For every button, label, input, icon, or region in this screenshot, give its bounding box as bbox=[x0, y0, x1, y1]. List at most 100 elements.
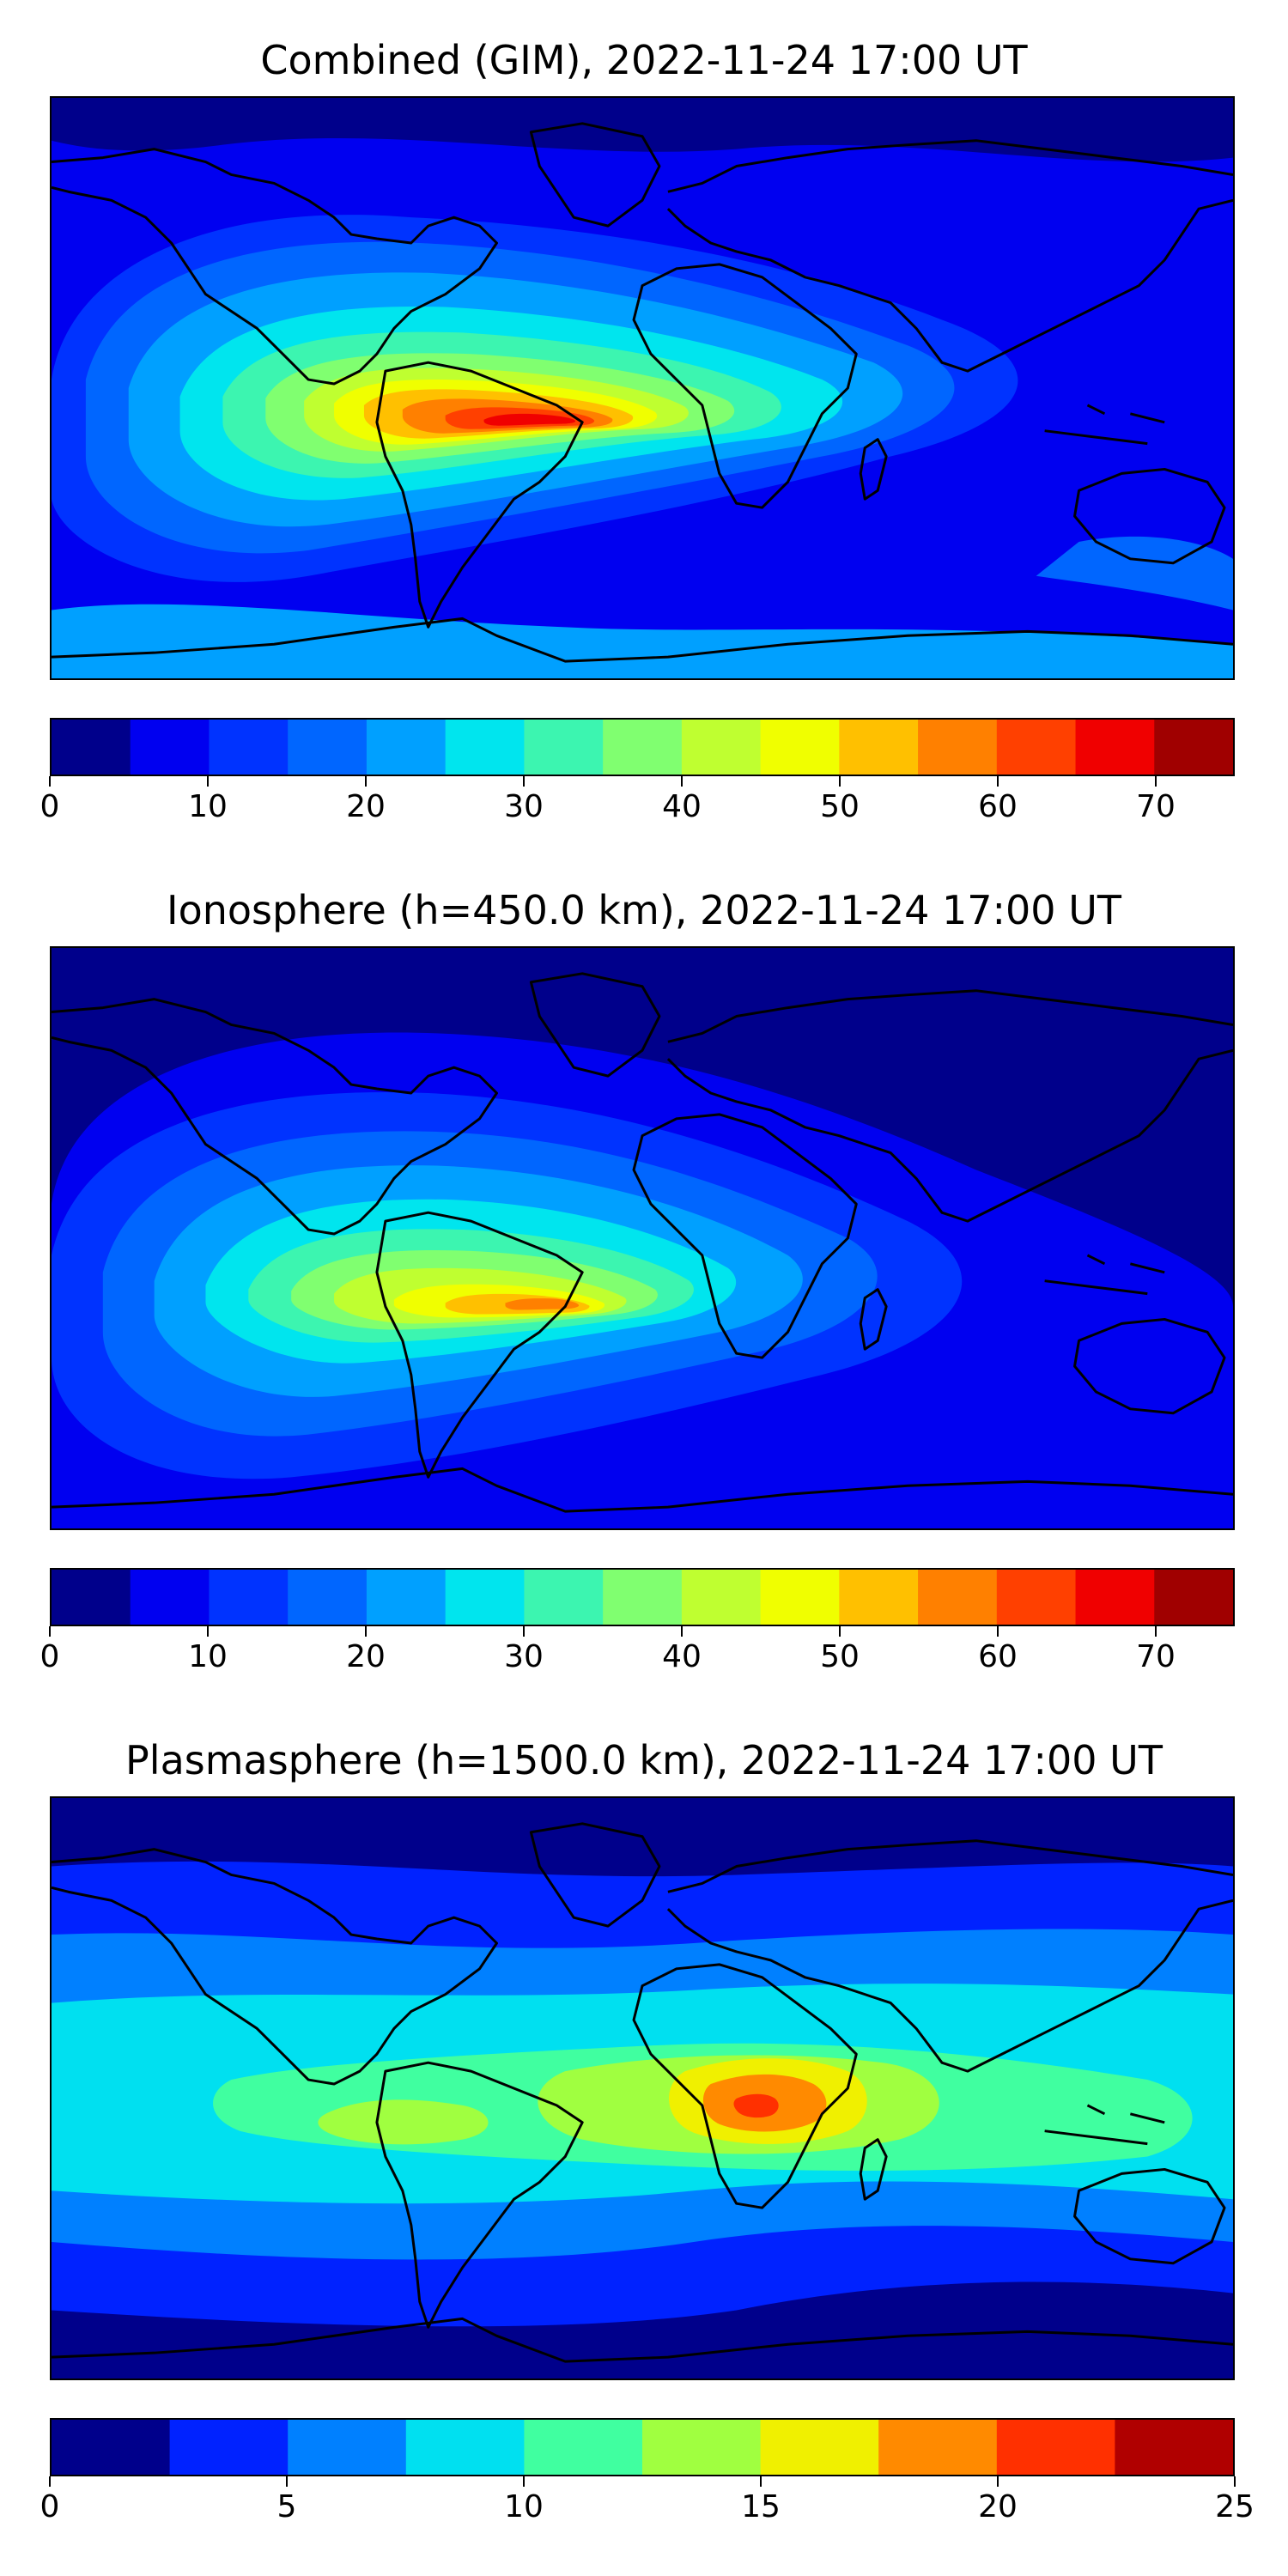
panel-1-colorbar-tick-mark bbox=[997, 776, 999, 787]
panel-2-title: Ionosphere (h=450.0 km), 2022-11-24 17:0… bbox=[167, 887, 1121, 933]
panel-3-coastlines bbox=[52, 1822, 1233, 2363]
panel-2-colorbar-segment bbox=[839, 1570, 919, 1625]
panel-1-map bbox=[50, 96, 1235, 680]
panel-1-madagascar-coast bbox=[859, 438, 888, 501]
panel-3-contours bbox=[52, 1798, 1233, 2379]
panel-2-colorbar-segment bbox=[366, 1570, 447, 1625]
panel-3-colorbar-segment bbox=[405, 2420, 525, 2475]
panel-2-colorbar-tick-label: 50 bbox=[820, 1639, 860, 1674]
panel-1-indonesia-coast bbox=[1044, 404, 1165, 446]
panel-2-colorbar-tick-mark bbox=[681, 1626, 683, 1637]
panel-2-colorbar-segment bbox=[524, 1570, 604, 1625]
panel-1-colorbar-segment bbox=[1075, 720, 1155, 775]
panel-1-colorbar-tick-label: 30 bbox=[504, 789, 544, 824]
panel-1-colorbar-segment bbox=[681, 720, 762, 775]
panel-1-colorbar-segment bbox=[839, 720, 919, 775]
panel-1-antarctic-band bbox=[52, 604, 1233, 678]
panel-1-south-america-coast bbox=[375, 361, 584, 629]
panel-2-colorbar-segment bbox=[1075, 1570, 1155, 1625]
panel-1-title: Combined (GIM), 2022-11-24 17:00 UT bbox=[260, 37, 1028, 83]
panel-2-colorbar-tick-mark bbox=[523, 1626, 525, 1637]
panel-3-colorbar-tick-label: 10 bbox=[504, 2489, 544, 2524]
panel-1-colorbar-segment bbox=[918, 720, 998, 775]
panel-2-australia-coast bbox=[1073, 1317, 1226, 1415]
panel-1-colorbar-ticks: 0 10 20 30 40 50 60 70 bbox=[40, 776, 1235, 828]
panel-1-colorbar-tick-label: 20 bbox=[346, 789, 386, 824]
panel-2-colorbar-segment bbox=[996, 1570, 1077, 1625]
panel-2-colorbar-tick-mark bbox=[207, 1626, 209, 1637]
panel-1-colorbar-tick-mark bbox=[523, 776, 525, 787]
panel-2-colorbar-segment bbox=[288, 1570, 368, 1625]
panel-3-colorbar bbox=[50, 2418, 1235, 2476]
panel-3-north-america-coast bbox=[52, 1848, 498, 2086]
panel-1-colorbar-tick-label: 50 bbox=[820, 789, 860, 824]
panel-2-colorbar-segment bbox=[603, 1570, 683, 1625]
panel-2-band-55 bbox=[505, 1298, 580, 1310]
panel-1-colorbar-tick-mark bbox=[839, 776, 841, 787]
panel-3-colorbar-tick-mark bbox=[286, 2476, 288, 2487]
panel-1-colorbar-tick-mark bbox=[681, 776, 683, 787]
panel-3-colorbar-tick-label: 25 bbox=[1215, 2489, 1255, 2524]
panel-3-colorbar-segment bbox=[760, 2420, 879, 2475]
panel-3-antarctica-coast bbox=[52, 2317, 1233, 2363]
panel-2-colorbar-tick-label: 10 bbox=[188, 1639, 228, 1674]
panel-1-colorbar-segment bbox=[996, 720, 1077, 775]
panel-1-colorbar-svg bbox=[52, 720, 1233, 775]
panel-3-colorbar-tick-label: 0 bbox=[39, 2489, 60, 2524]
panel-1-south-low bbox=[1036, 536, 1233, 611]
panel-2-greenland-coast bbox=[529, 972, 661, 1078]
panel-3-indonesia-coast bbox=[1044, 2104, 1165, 2146]
panel-2-colorbar-tick-mark bbox=[1155, 1626, 1157, 1637]
panel-2-colorbar-segment bbox=[918, 1570, 998, 1625]
panel-1-colorbar-segment bbox=[445, 720, 525, 775]
panel-1-colorbar bbox=[50, 718, 1235, 776]
panel-1-colorbar-segment bbox=[366, 720, 447, 775]
panel-1-colorbar-segment bbox=[209, 720, 289, 775]
panel-2-colorbar-segment bbox=[130, 1570, 210, 1625]
panel-3-colorbar-tick-label: 15 bbox=[741, 2489, 781, 2524]
panel-3-colorbar-segment bbox=[52, 2420, 171, 2475]
panel-1-colorbar-segment bbox=[1154, 720, 1233, 775]
panel-3-colorbar-segment bbox=[288, 2420, 407, 2475]
panel-2-indonesia-coast bbox=[1044, 1254, 1165, 1296]
panel-3-colorbar-tick-mark bbox=[1234, 2476, 1236, 2487]
panel-3-colorbar-segment bbox=[878, 2420, 998, 2475]
panel-1-colorbar-tick-label: 70 bbox=[1136, 789, 1176, 824]
panel-2-colorbar-segment bbox=[681, 1570, 762, 1625]
panel-2-north-america-coast bbox=[52, 998, 498, 1236]
panel-3-colorbar-segment bbox=[996, 2420, 1115, 2475]
panel-2-colorbar-segment bbox=[52, 1570, 131, 1625]
panel-1-map-svg bbox=[52, 98, 1233, 678]
panel-3-title: Plasmasphere (h=1500.0 km), 2022-11-24 1… bbox=[125, 1737, 1163, 1783]
panel-1-colorbar-segment bbox=[524, 720, 604, 775]
panel-2-antarctica-coast bbox=[52, 1467, 1233, 1513]
panel-1-colorbar-segment bbox=[130, 720, 210, 775]
panel-1-contours bbox=[52, 98, 1233, 678]
panel-1-colorbar-segment bbox=[603, 720, 683, 775]
panel-2-colorbar-svg bbox=[52, 1570, 1233, 1625]
panel-3-colorbar-tick-label: 20 bbox=[978, 2489, 1018, 2524]
panel-3-colorbar-tick-mark bbox=[997, 2476, 999, 2487]
panel-3-map-svg bbox=[52, 1798, 1233, 2379]
panel-2-colorbar-tick-mark bbox=[365, 1626, 367, 1637]
panel-3-madagascar-coast bbox=[859, 2138, 888, 2201]
panel-3-europe-asia-coast bbox=[666, 1839, 1233, 2073]
panel-1-australia-coast bbox=[1073, 467, 1226, 565]
panel-2-map-svg bbox=[52, 948, 1233, 1528]
panel-2-colorbar-tick-label: 70 bbox=[1136, 1639, 1176, 1674]
panel-3-australia-coast bbox=[1073, 2167, 1226, 2265]
panel-2-coastlines bbox=[52, 972, 1233, 1513]
panel-3-africa-coast bbox=[632, 1963, 858, 2209]
panel-3-colorbar-tick-mark bbox=[49, 2476, 51, 2487]
panel-1-colorbar-segment bbox=[760, 720, 840, 775]
panel-3-colorbar-svg bbox=[52, 2420, 1233, 2475]
panel-1-antarctica-coast bbox=[52, 617, 1233, 663]
panel-3-colorbar-tick-mark bbox=[523, 2476, 525, 2487]
panel-1-colorbar-tick-label: 0 bbox=[39, 789, 60, 824]
panel-2-colorbar-tick-label: 0 bbox=[39, 1639, 60, 1674]
panel-1-colorbar-tick-label: 10 bbox=[188, 789, 228, 824]
panel-1-africa-coast bbox=[632, 263, 858, 509]
panel-1-colorbar-tick-mark bbox=[1155, 776, 1157, 787]
panel-2-colorbar-tick-mark bbox=[997, 1626, 999, 1637]
panel-3-colorbar-segment bbox=[642, 2420, 762, 2475]
